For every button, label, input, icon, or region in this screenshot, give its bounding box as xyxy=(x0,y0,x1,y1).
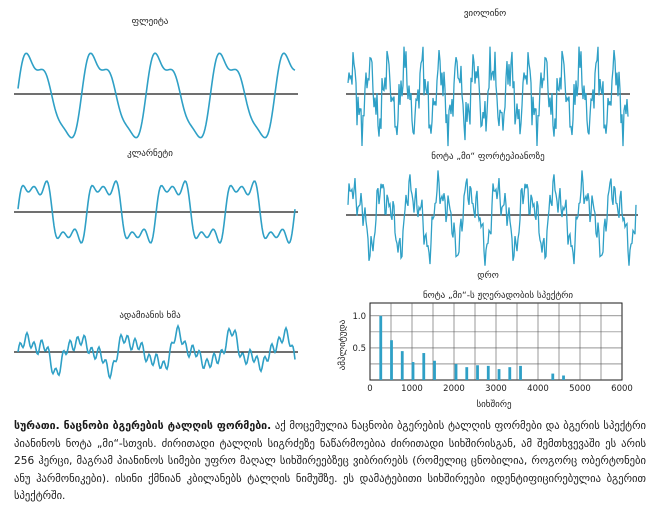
flute-title: ფლეიტა xyxy=(132,17,169,27)
y-tick-label: 0.5 xyxy=(352,344,366,354)
flute-waveform xyxy=(17,52,296,139)
waveform-figure: ფლეიტა კლარნეტი ადამიანის ხმა ვიოლინო ნო… xyxy=(14,8,638,410)
spectrum-bar xyxy=(551,373,555,380)
x-tick-label: 3000 xyxy=(485,384,507,394)
voice-title: ადამიანის ხმა xyxy=(119,310,181,321)
clarinet-waveform xyxy=(17,179,296,245)
x-tick-label: 6000 xyxy=(611,384,633,394)
spectrum-bar xyxy=(390,340,393,380)
voice-waveform xyxy=(17,323,296,380)
spectrum-chart: 0 1000 2000 3000 4000 5000 6000 0.5 1.0 xyxy=(352,302,633,394)
spectrum-bar xyxy=(562,375,565,380)
spectrum-bar xyxy=(454,363,458,380)
x-tick-label: 4000 xyxy=(527,384,549,394)
y-tick-label: 1.0 xyxy=(352,312,366,322)
caption-text: აქ მოცემულია ნაცნობი ბგერების ტალღის ფორ… xyxy=(14,420,647,502)
figure-caption: სურათი. ნაცნობი ბგერების ტალღის ფორმები.… xyxy=(14,418,646,506)
piano-note-title: ნოტა „მი“ ფორტეპიანოზე xyxy=(431,151,545,162)
spectrum-bar xyxy=(433,360,436,380)
spectrum-bar xyxy=(508,367,512,380)
spectrum-bar xyxy=(486,365,490,380)
spectrum-bar xyxy=(476,365,479,380)
spectrum-bar xyxy=(411,362,415,380)
spectrum-bar xyxy=(519,365,522,380)
violin-waveform xyxy=(347,46,629,147)
time-label: დრო xyxy=(477,270,499,281)
spectrum-ylabel: ამპლიტუდა xyxy=(337,319,348,370)
spectrum-title: ნოტა „მი“-ს ჟღერადობის სპექტრი xyxy=(423,290,573,301)
spectrum-bar xyxy=(497,369,501,380)
spectrum-bar xyxy=(379,315,383,380)
piano-waveform xyxy=(347,170,637,266)
spectrum-bar xyxy=(400,351,404,380)
caption-bold: სურათი. ნაცნობი ბგერების ტალღის ფორმები. xyxy=(14,420,272,432)
spectrum-bar xyxy=(422,353,426,380)
spectrum-xlabel: სიხშირე xyxy=(476,399,512,410)
x-tick-label: 0 xyxy=(367,384,372,394)
x-tick-label: 5000 xyxy=(569,384,591,394)
violin-title: ვიოლინო xyxy=(464,8,506,19)
x-tick-label: 1000 xyxy=(401,384,423,394)
spectrum-bar xyxy=(465,367,469,380)
x-tick-label: 2000 xyxy=(443,384,465,394)
clarinet-title: კლარნეტი xyxy=(127,148,173,159)
